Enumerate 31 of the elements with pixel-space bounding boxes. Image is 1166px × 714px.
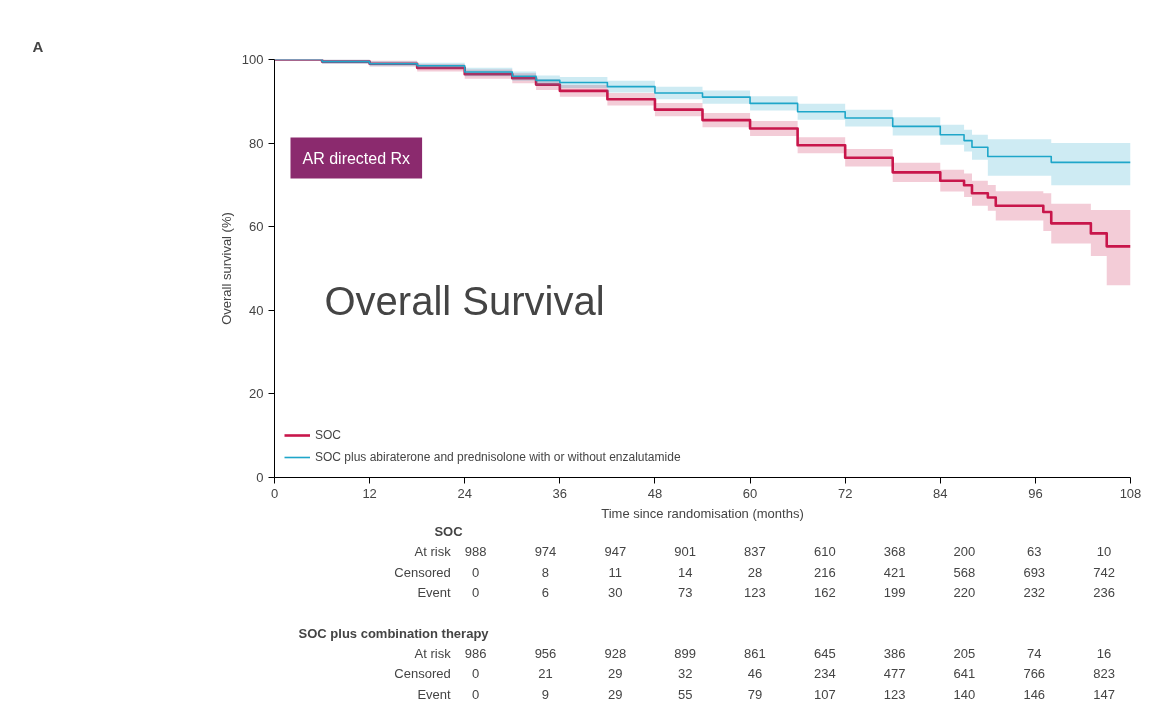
legend-label: SOC: [315, 428, 342, 442]
legend-label: SOC plus abiraterone and prednisolone with or without enzalutamide: [315, 450, 681, 464]
x-tick-label: 108: [1119, 485, 1142, 501]
x-tick-label: 72: [837, 485, 853, 501]
annotation: Overall Survival: [324, 278, 605, 323]
y-tick-label: 100: [241, 52, 264, 67]
y-tick-label: 0: [256, 470, 264, 485]
y-tick-label: 40: [249, 302, 264, 318]
x-tick-label: 84: [933, 485, 948, 501]
text: SOC plus combination therapy: [298, 625, 490, 641]
y-tick-label: 80: [249, 135, 264, 151]
x-tick-label: 24: [457, 485, 472, 501]
text: Event 0 9 29 55 79 107 123 140 146 147: [417, 686, 1115, 702]
text: At risk 986 956 928 899 861 645 386 205 74 16: [414, 645, 1112, 661]
text: A: [32, 37, 44, 55]
x-tick-label: 96: [1028, 485, 1043, 501]
x-tick-label: 0: [270, 485, 279, 501]
text: SOC: [434, 524, 464, 539]
text: Event 0 6 30 73 123 162 199 220 232 236: [417, 585, 1115, 600]
y-tick-label: 60: [249, 219, 264, 235]
text: Censored 0 8 11 14 28 216 421 568 693 742: [394, 564, 1115, 580]
x-tick-label: 60: [742, 485, 758, 501]
text: Censored 0 21 29 32 46 234 477 641 766 823: [394, 666, 1115, 681]
x-tick-label: 12: [362, 485, 377, 501]
x-tick-label: 48: [647, 485, 663, 501]
x-tick-label: 36: [552, 485, 568, 501]
x-axis-title: Time since randomisation (months): [601, 505, 804, 521]
y-tick-label: 20: [249, 386, 264, 402]
y-axis-title: Overall survival (%): [218, 212, 234, 325]
annotation: AR directed Rx: [302, 149, 411, 167]
text: At risk 988 974 947 901 837 610 368 200 63 10: [414, 544, 1112, 559]
